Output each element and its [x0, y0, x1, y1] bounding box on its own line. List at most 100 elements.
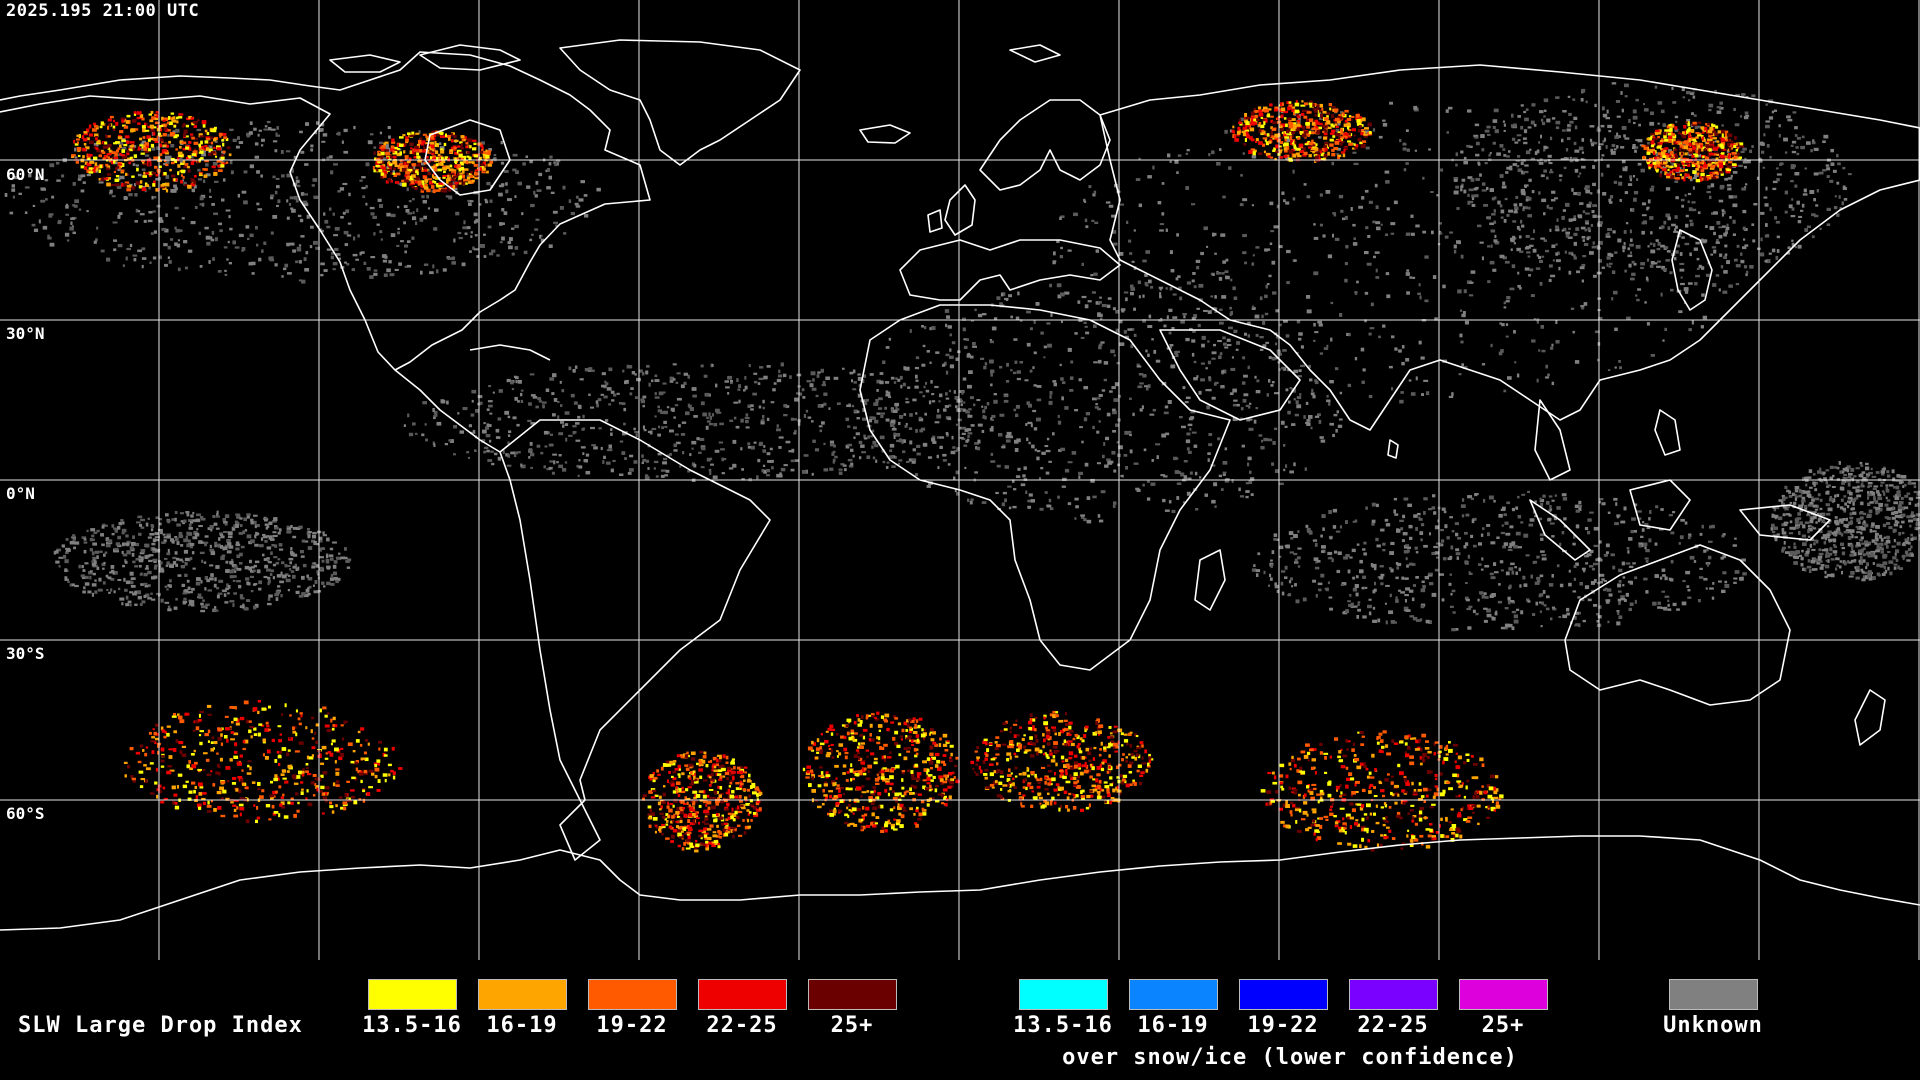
cloud-pixel	[1735, 283, 1740, 286]
cloud-pixel	[1819, 498, 1823, 502]
cloud-pixel	[167, 134, 170, 137]
cloud-pixel	[507, 434, 511, 437]
cloud-pixel	[537, 397, 542, 401]
cloud-pixel	[551, 471, 555, 475]
cloud-pixel	[1500, 626, 1506, 630]
cloud-pixel	[318, 129, 322, 132]
cloud-pixel	[1160, 474, 1166, 477]
cloud-pixel	[692, 394, 697, 398]
cloud-pixel	[285, 150, 291, 153]
cloud-pixel	[939, 445, 943, 449]
cloud-pixel	[1461, 313, 1466, 318]
cloud-pixel	[305, 122, 310, 126]
cloud-pixel	[1252, 305, 1255, 308]
cloud-pixel	[1543, 115, 1546, 118]
cloud-pixel	[1634, 599, 1637, 604]
cloud-pixel	[1390, 620, 1395, 624]
cloud-pixel	[1206, 405, 1211, 410]
cloud-pixel	[803, 454, 809, 457]
cloud-pixel	[1558, 616, 1562, 619]
cloud-pixel	[470, 235, 473, 238]
cloud-pixel	[1245, 495, 1249, 499]
cloud-pixel	[925, 389, 930, 393]
cloud-pixel	[654, 396, 660, 399]
cloud-pixel	[996, 296, 1001, 300]
cloud-pixel	[1689, 555, 1695, 560]
cloud-pixel	[296, 248, 302, 252]
cloud-pixel	[406, 187, 409, 192]
cloud-pixel	[191, 188, 195, 193]
cloud-pixel	[1530, 120, 1535, 125]
cloud-pixel	[1478, 162, 1481, 166]
cloud-pixel	[1551, 535, 1555, 538]
cloud-pixel	[1875, 471, 1880, 474]
cloud-pixel	[323, 212, 326, 216]
cloud-pixel	[1763, 133, 1766, 137]
cloud-pixel	[482, 429, 487, 434]
cloud-pixel	[1378, 135, 1383, 139]
cloud-pixel	[1616, 132, 1619, 137]
cloud-pixel	[1061, 396, 1064, 401]
cloud-pixel	[1328, 402, 1331, 406]
cloud-pixel	[1699, 567, 1703, 570]
cloud-pixel	[1596, 620, 1599, 623]
cloud-pixel	[458, 236, 463, 240]
cloud-pixel	[517, 400, 520, 403]
cloud-pixel	[475, 409, 480, 413]
cloud-pixel	[1014, 360, 1018, 364]
cloud-pixel	[1224, 478, 1230, 483]
cloud-pixel	[1912, 482, 1916, 485]
cloud-pixel	[1413, 514, 1418, 518]
cloud-pixel	[1872, 487, 1877, 491]
cloud-pixel	[1647, 199, 1651, 204]
cloud-pixel	[741, 468, 745, 471]
cloud-pixel	[931, 400, 936, 403]
cloud-pixel	[1015, 413, 1019, 418]
cloud-pixel	[1192, 330, 1196, 333]
cloud-pixel	[1517, 271, 1520, 275]
cloud-pixel	[316, 121, 319, 125]
cloud-pixel	[1402, 142, 1406, 146]
cloud-pixel	[1468, 200, 1474, 204]
cloud-pixel	[1606, 256, 1610, 260]
cloud-pixel	[1097, 312, 1101, 316]
cloud-pixel	[1617, 611, 1620, 615]
cloud-pixel	[832, 458, 836, 463]
cloud-pixel	[486, 424, 492, 428]
cloud-pixel	[745, 413, 749, 417]
cloud-pixel	[1563, 517, 1567, 521]
cloud-pixel	[1551, 499, 1555, 502]
cloud-pixel	[126, 247, 132, 251]
cloud-pixel	[1338, 194, 1344, 199]
cloud-pixel	[901, 440, 904, 444]
cloud-pixel	[1689, 91, 1695, 94]
cloud-pixel	[1247, 462, 1250, 467]
cloud-pixel	[382, 259, 388, 263]
cloud-pixel	[1391, 387, 1394, 391]
cloud-pixel	[1674, 228, 1677, 232]
cloud-pixel	[1534, 151, 1538, 156]
cloud-pixel	[326, 225, 331, 229]
cloud-pixel	[1801, 496, 1806, 500]
cloud-pixel	[1294, 561, 1299, 564]
cloud-pixel	[1614, 135, 1620, 139]
cloud-pixel	[1293, 552, 1298, 556]
cloud-pixel	[98, 577, 102, 582]
cloud-pixel	[1119, 320, 1123, 324]
cloud-pixel	[429, 271, 434, 275]
cloud-pixel	[1318, 588, 1322, 592]
cloud-pixel	[1517, 515, 1522, 519]
cloud-pixel	[1455, 152, 1459, 157]
cloud-pixel	[1643, 220, 1648, 225]
cloud-pixel	[1517, 546, 1523, 549]
cloud-pixel	[613, 393, 617, 397]
cloud-pixel	[1873, 506, 1877, 509]
cloud-pixel	[1092, 425, 1095, 430]
cloud-pixel	[1015, 316, 1020, 320]
cloud-pixel	[852, 454, 855, 458]
cloud-pixel	[1658, 226, 1663, 230]
cloud-pixel	[1206, 245, 1209, 248]
cloud-pixel	[1598, 605, 1602, 609]
cloud-pixel	[1528, 523, 1534, 527]
cloud-pixel	[1798, 554, 1803, 558]
